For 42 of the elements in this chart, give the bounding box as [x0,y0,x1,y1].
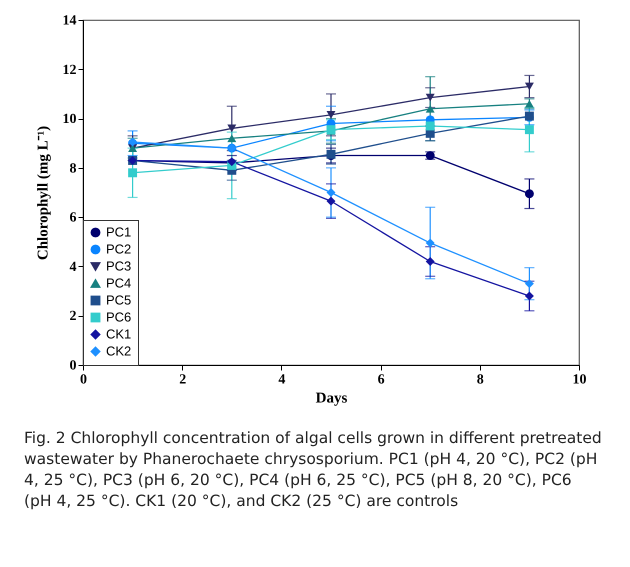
x-tick-label: 8 [476,372,484,388]
legend-label: PC6 [106,310,132,324]
point [426,121,435,130]
point [426,94,435,102]
point [524,100,534,108]
y-tick-label: 8 [70,161,76,176]
point [128,168,138,178]
point [524,189,534,198]
point [426,104,435,113]
point [426,238,435,248]
point [524,292,534,300]
legend-label: PC2 [106,242,132,256]
y-tick-label: 10 [62,112,76,128]
caption: Fig. 2 Chlorophyll concentration of algal cells grown in different pretreated wastewater by Phanerochaete chrysosporium. PC1 (pH 4, 20 °C), PC2 (pH 4, 25 °C), PC3 (pH 6, 20 °C), PC4 (pH 6, 25 °C), PC5 (pH 8, 20 °C), PC6 (pH 4, 25 °C). CK1 (20 °C), and CK2 (25 °C) are controls [24,428,603,512]
legend-label: PC5 [106,292,132,308]
y-tick-label: 12 [62,62,76,78]
legend-label: CK1 [106,326,132,342]
x-axis-title: Days [316,390,348,406]
y-tick-label: 0 [70,358,76,374]
point [326,188,336,197]
point [426,257,435,266]
x-tick-label: 0 [80,372,87,388]
legend-label: PC4 [106,276,132,290]
point [524,82,534,90]
x-tick-label: 4 [278,372,286,388]
legend-label: PC1 [106,224,132,240]
y-tick-label: 2 [70,309,76,324]
x-tick-label: 2 [179,372,186,388]
point [227,124,236,132]
x-tick-label: 6 [378,372,385,388]
point [524,125,534,134]
y-tick-label: 4 [70,260,76,275]
legend-label: CK2 [106,344,132,358]
y-tick-label: 14 [62,14,76,28]
point [326,196,336,206]
y-tick-label: 6 [70,210,76,226]
point [326,111,336,119]
point [524,279,534,288]
legend-label: PC3 [106,258,132,274]
y-axis-title: Chlorophyll (mg L⁻¹) [36,126,52,260]
point [227,134,236,142]
x-tick-label: 10 [572,372,586,388]
